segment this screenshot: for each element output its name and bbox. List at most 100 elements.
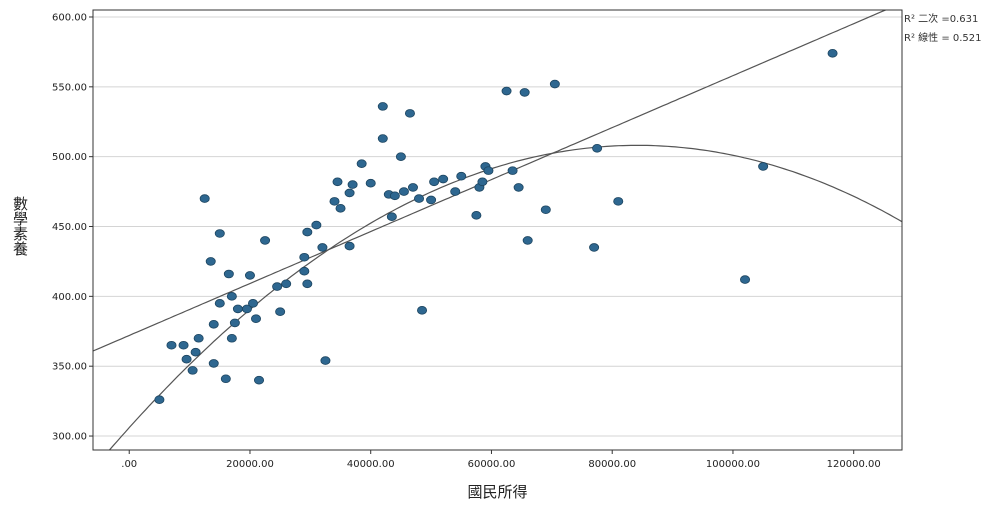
y-tick-label: 500.00 [52,152,87,163]
plot-frame [92,9,903,451]
data-point [178,340,189,350]
data-point [320,356,331,365]
data-point [275,307,286,317]
legend-entry: R² 二次 =0.631 [904,12,978,25]
data-point [299,252,310,262]
data-point [407,183,418,192]
y-tick-label: 300.00 [52,432,87,443]
data-point [513,183,524,192]
data-point [592,143,603,153]
data-point [347,180,358,189]
data-point [332,177,343,187]
data-point [311,220,322,230]
data-point [404,109,415,118]
data-point [522,236,533,245]
y-axis-ticks: 300.00 350.00 400.00 450.00 500.00 550.00 600.… [52,12,93,443]
data-point [214,299,225,308]
data-point [426,195,437,205]
data-point [507,166,518,175]
data-point [214,229,225,238]
data-point [335,204,346,213]
x-tick-label: 80000.00 [588,459,636,470]
data-point [181,354,192,364]
data-point [302,227,313,237]
data-point [398,187,409,196]
data-point [272,282,283,291]
data-point [254,375,265,385]
x-axis-ticks: .00 20000.00 40000.00 60000.00 80000.00 10000… [121,450,881,470]
data-point [329,197,340,206]
data-point [389,191,400,201]
data-point [193,333,204,343]
data-point [205,257,216,266]
data-point [344,241,355,251]
data-point [613,197,624,206]
data-point [589,243,600,252]
y-tick-label: 600.00 [52,12,87,23]
x-tick-label: 120000.00 [827,459,881,470]
data-point [519,88,530,97]
legend: R² 二次 =0.631 R² 線性 = 0.521 [904,12,982,44]
data-point [549,79,560,89]
data-points [154,49,838,405]
data-point [456,171,467,181]
x-tick-label: 40000.00 [347,459,395,470]
data-point [232,304,243,314]
data-point [477,177,488,187]
x-tick-label: 100000.00 [706,459,760,470]
data-point [154,395,165,405]
data-point [501,86,512,96]
data-point [429,177,440,187]
gridlines [93,16,902,437]
x-tick-label: .00 [121,459,137,470]
data-point [356,159,367,168]
x-tick-label: 60000.00 [468,459,516,470]
data-point [450,187,461,196]
data-point [827,49,838,58]
data-point [417,306,428,315]
linear-fit-line [93,10,888,352]
data-point [226,292,237,301]
fit-lines [93,10,902,450]
data-point [438,174,449,184]
quadratic-fit-line [108,144,902,450]
data-point [540,205,551,215]
data-point [208,359,219,368]
data-point [187,366,198,375]
data-point [229,318,240,328]
data-point [471,211,482,220]
data-point [483,166,494,175]
y-tick-label: 550.00 [52,82,87,93]
data-point [260,236,271,245]
y-axis-title: 數學素養 [11,196,29,256]
data-point [281,279,292,289]
x-axis-title: 國民所得 [467,483,527,501]
legend-entry: R² 線性 = 0.521 [904,31,982,44]
data-point [344,188,355,198]
data-point [386,212,397,222]
data-point [244,271,255,280]
data-point [220,374,231,384]
data-point [251,314,262,323]
data-point [740,275,751,284]
data-point [299,266,310,276]
data-point [166,340,177,350]
data-point [223,269,234,279]
data-point [395,152,406,161]
y-tick-label: 450.00 [52,222,87,233]
data-point [414,194,425,203]
data-point [208,319,219,329]
data-point [302,279,313,289]
data-point [247,299,258,308]
data-point [317,243,328,252]
data-point [365,178,376,188]
data-point [190,347,201,357]
data-point [199,194,210,203]
y-tick-label: 400.00 [52,292,87,303]
data-point [226,333,237,343]
data-point [377,134,388,143]
x-tick-label: 20000.00 [226,459,274,470]
y-tick-label: 350.00 [52,362,87,373]
data-point [758,162,769,171]
